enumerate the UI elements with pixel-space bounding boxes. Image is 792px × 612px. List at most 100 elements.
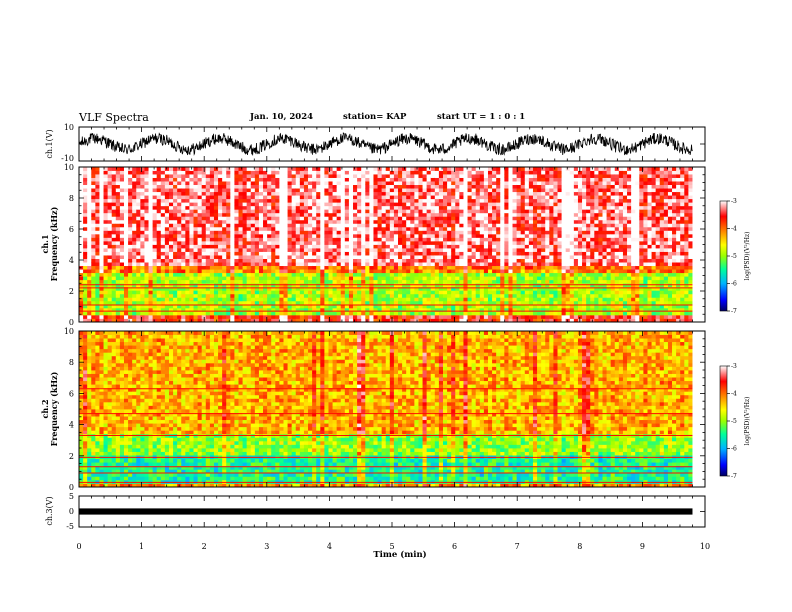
spectrogram-cell — [99, 311, 104, 316]
spectrogram-cell — [344, 237, 350, 242]
spectrogram-cell — [115, 202, 121, 207]
spectrogram-cell — [201, 293, 207, 298]
spectrogram-cell — [222, 262, 227, 267]
spectrogram-cell — [205, 272, 211, 277]
spectrogram-cell — [242, 251, 248, 256]
spectrogram-cell — [79, 300, 84, 305]
spectrogram-cell — [467, 251, 473, 256]
spectrogram-cell — [164, 205, 170, 210]
spectrogram-cell — [230, 304, 235, 309]
spectrogram-cell — [209, 240, 215, 245]
spectrogram-cell — [402, 170, 407, 175]
spectrogram-cell — [95, 219, 100, 224]
spectrogram-cell — [508, 318, 513, 323]
spectrogram-cell — [357, 198, 362, 203]
spectrogram-cell — [287, 223, 293, 228]
spectrogram-cell — [438, 276, 444, 281]
spectrogram-cell — [132, 297, 137, 302]
spectrogram-cell — [246, 226, 252, 231]
spectrogram-cell — [283, 170, 288, 175]
spectrogram-cell — [348, 265, 354, 270]
spectrogram-cell — [177, 230, 182, 235]
spectrogram-cell — [258, 223, 264, 228]
spectrogram-cell — [365, 293, 370, 298]
spectrogram-cell — [369, 293, 374, 298]
spectrogram-cell — [438, 202, 444, 207]
spectrogram-cell — [320, 307, 325, 312]
spectrogram-cell — [434, 188, 440, 193]
spectrogram-cell — [136, 219, 141, 224]
spectrogram-cell — [479, 251, 485, 256]
spectrogram-cell — [483, 297, 489, 302]
spectrogram-cell — [524, 265, 530, 270]
spectrogram-cell — [443, 286, 448, 291]
spectrogram-cell — [83, 188, 88, 193]
spectrogram-cell — [87, 258, 92, 263]
spectrogram-cell — [226, 297, 231, 302]
spectrogram-cell — [164, 269, 170, 274]
spectrogram-cell — [185, 233, 190, 238]
spectrogram-cell — [324, 174, 329, 178]
spectrogram-cell — [164, 276, 170, 281]
spectrogram-cell — [173, 269, 178, 274]
spectrogram-cell — [234, 262, 239, 267]
spectrogram-cell — [189, 265, 194, 270]
spectrogram-cell — [234, 286, 239, 291]
spectrogram-cell — [353, 297, 358, 302]
spectrogram-cell — [434, 174, 440, 178]
spectrogram-cell — [119, 265, 125, 270]
spectrogram-cell — [512, 244, 518, 249]
spectrogram-cell — [156, 188, 162, 193]
spectrogram-cell — [348, 262, 354, 267]
spectrogram-cell — [115, 318, 121, 323]
spectrogram-cell — [132, 240, 137, 245]
spectrogram-cell — [258, 244, 264, 249]
spectrogram-cell — [467, 276, 473, 281]
spectrogram-cell — [451, 191, 456, 196]
spectrogram-cell — [373, 223, 378, 228]
spectrogram-cell — [299, 300, 305, 305]
ch1-ytick-bottom: -10 — [61, 154, 74, 163]
spectrogram-cell — [496, 269, 501, 274]
spectrogram-cell — [283, 230, 288, 235]
spectrogram-cell — [83, 230, 88, 235]
spectrogram-cell — [295, 272, 301, 277]
spectrogram-cell — [451, 286, 456, 291]
spectrogram-cell — [99, 219, 104, 224]
spectrogram-cell — [144, 248, 149, 252]
spectrogram-cell — [83, 226, 88, 231]
spectrogram-cell — [438, 300, 444, 305]
spectrogram-cell — [128, 307, 133, 312]
spectrogram-cell — [353, 279, 358, 284]
spectrogram-cell — [385, 209, 391, 214]
spectrogram-cell — [144, 219, 149, 224]
spectrogram-cell — [119, 276, 125, 281]
spectrogram-cell — [418, 262, 423, 267]
spectrogram-cell — [475, 255, 481, 259]
spectrogram-cell — [328, 226, 333, 231]
spectrogram-cell — [410, 233, 415, 238]
spectrogram-cell — [299, 258, 305, 263]
spectrogram-cell — [340, 279, 346, 284]
spectrogram-cell — [238, 184, 243, 189]
spectrogram-cell — [467, 191, 473, 196]
spectrogram-cell — [152, 198, 158, 203]
spectrogram-cell — [209, 212, 215, 217]
spectrogram-cell — [271, 314, 276, 319]
spectrogram-cell — [148, 223, 154, 228]
spectrogram-cell — [254, 251, 260, 256]
spectrogram-cell — [365, 198, 370, 203]
spectrogram-cell — [512, 240, 518, 245]
spectrogram-cell — [369, 318, 374, 323]
spectrogram-cell — [398, 251, 403, 256]
spectrogram-cell — [475, 198, 481, 203]
spectrogram-cell — [181, 265, 186, 270]
spectrogram-cell — [451, 269, 456, 274]
spectrogram-cell — [455, 248, 460, 252]
spectrogram-cell — [87, 244, 92, 249]
spectrogram-cell — [258, 251, 264, 256]
spectrogram-cell — [344, 255, 350, 259]
spectrogram-cell — [393, 258, 399, 263]
spectrogram-cell — [520, 170, 526, 175]
spectrogram-cell — [324, 244, 329, 249]
